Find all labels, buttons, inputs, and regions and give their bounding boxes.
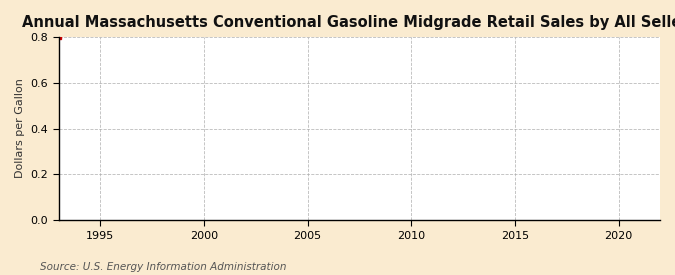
Title: Annual Massachusetts Conventional Gasoline Midgrade Retail Sales by All Sellers: Annual Massachusetts Conventional Gasoli… <box>22 15 675 30</box>
Y-axis label: Dollars per Gallon: Dollars per Gallon <box>15 79 25 178</box>
Text: Source: U.S. Energy Information Administration: Source: U.S. Energy Information Administ… <box>40 262 287 272</box>
